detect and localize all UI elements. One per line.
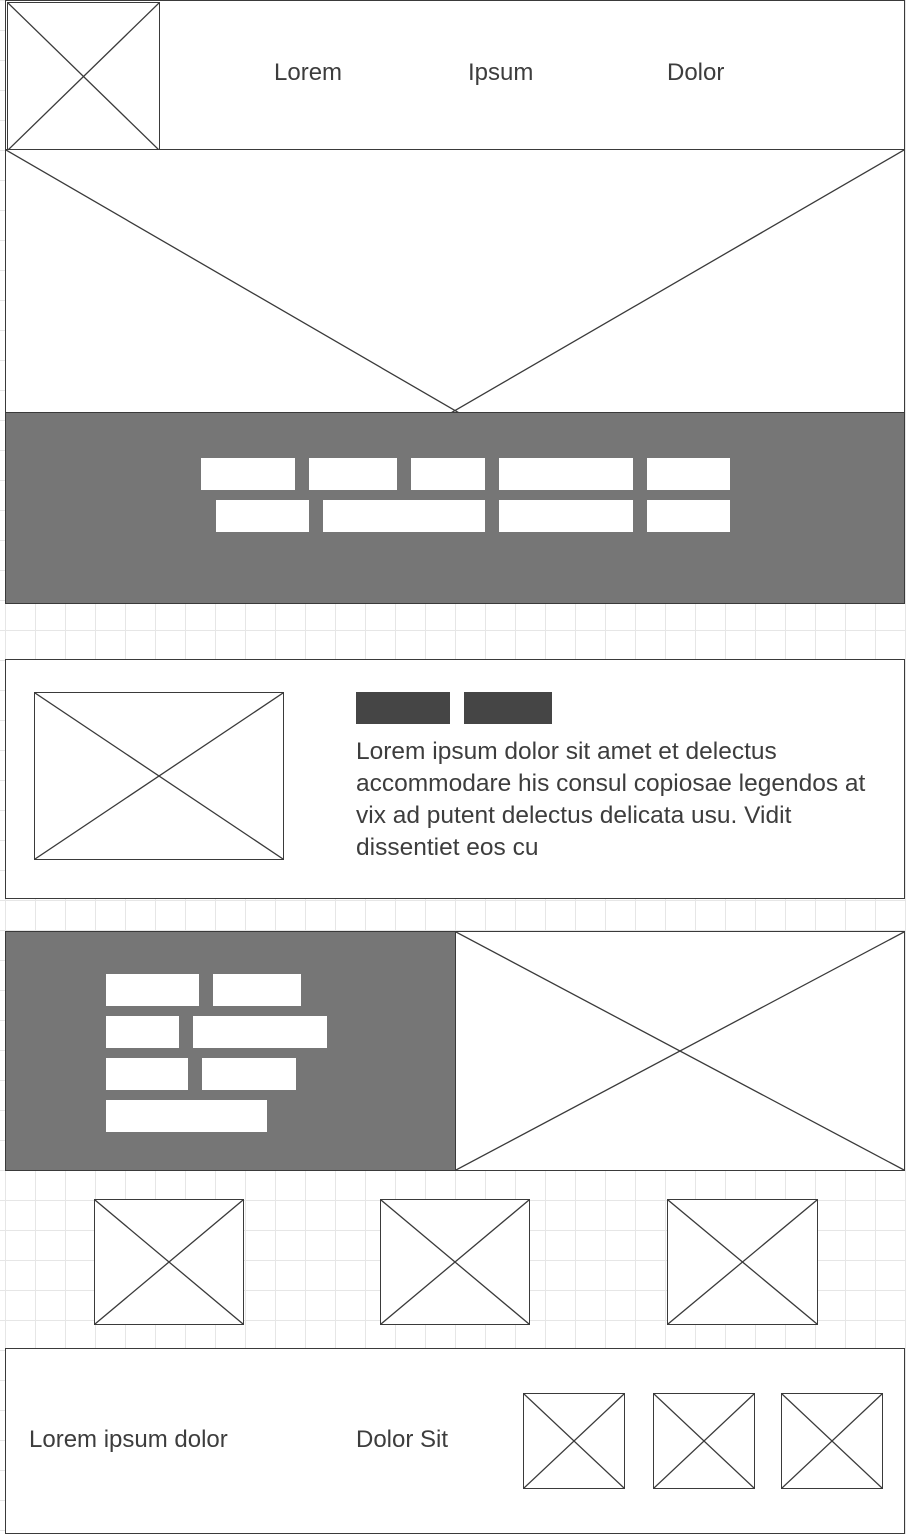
split-pill[interactable]	[193, 1016, 327, 1048]
split-pill[interactable]	[202, 1058, 296, 1090]
nav-link-dolor[interactable]: Dolor	[667, 59, 725, 86]
tag-pill[interactable]	[309, 458, 397, 490]
tag-pill[interactable]	[201, 458, 295, 490]
nav-link-ipsum[interactable]: Ipsum	[468, 59, 534, 86]
tag-pill[interactable]	[216, 500, 309, 532]
feature-tag[interactable]	[464, 692, 552, 724]
split-pill[interactable]	[213, 974, 301, 1006]
split-pill[interactable]	[106, 1016, 179, 1048]
feature-text: Lorem ipsum dolor sit amet et delectus a…	[356, 738, 866, 861]
nav-link-lorem[interactable]: Lorem	[274, 59, 343, 86]
split-pill[interactable]	[106, 974, 199, 1006]
thumbnail-placeholder-icon[interactable]	[94, 1199, 244, 1325]
thumbnail-placeholder-icon[interactable]	[667, 1199, 818, 1325]
tag-pill[interactable]	[499, 458, 633, 490]
tag-pill[interactable]	[323, 500, 485, 532]
split-pill[interactable]	[106, 1058, 188, 1090]
footer-icon-placeholder-icon[interactable]	[781, 1393, 883, 1489]
tag-pill[interactable]	[411, 458, 485, 490]
footer-text-left[interactable]: Lorem ipsum dolor	[29, 1426, 228, 1453]
hero-image-placeholder-icon	[5, 149, 905, 415]
thumbnail-placeholder-icon[interactable]	[380, 1199, 530, 1325]
tag-pill[interactable]	[499, 500, 633, 532]
split-image-placeholder-icon	[455, 931, 905, 1171]
split-pill[interactable]	[106, 1100, 267, 1132]
logo-placeholder-icon[interactable]	[7, 2, 160, 151]
feature-tag[interactable]	[356, 692, 450, 724]
tag-pill[interactable]	[647, 500, 730, 532]
feature-image-placeholder-icon	[34, 692, 284, 860]
footer-text-mid[interactable]: Dolor Sit	[356, 1426, 449, 1453]
footer-icon-placeholder-icon[interactable]	[653, 1393, 755, 1489]
footer-icon-placeholder-icon[interactable]	[523, 1393, 625, 1489]
tag-pill[interactable]	[647, 458, 730, 490]
split-panel-dark	[5, 931, 457, 1171]
